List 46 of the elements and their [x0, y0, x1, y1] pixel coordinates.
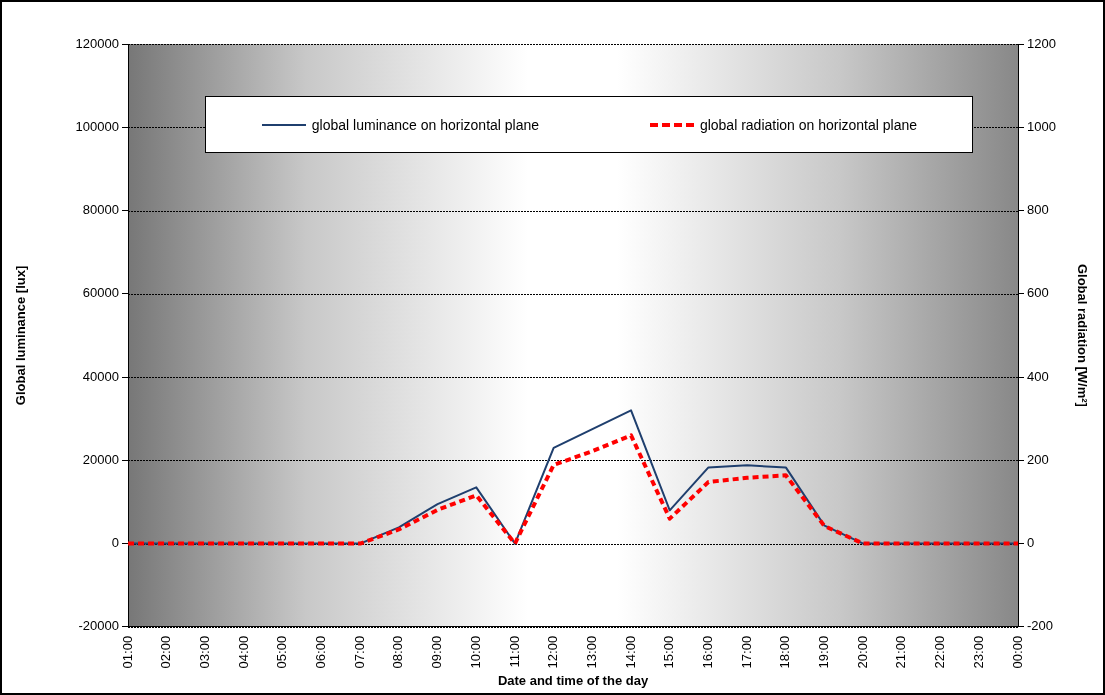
x-tick-label: 03:00: [196, 635, 212, 669]
y-axis-title: Global luminance [lux]: [13, 265, 29, 406]
y2-tick-label: 400: [1027, 368, 1049, 384]
x-tick-label: 19:00: [816, 635, 832, 669]
x-tick-label: 02:00: [158, 635, 174, 669]
line-series: [126, 433, 1020, 546]
x-tick-label: 21:00: [893, 635, 909, 669]
x-tick-label: 00:00: [1009, 635, 1025, 669]
y-tick-label: -20000: [78, 618, 119, 634]
x-tick-label: 22:00: [932, 635, 948, 669]
y2-tick-label: 800: [1027, 202, 1049, 218]
x-tick-label: 23:00: [970, 635, 986, 669]
y2-tick-label: 200: [1027, 451, 1049, 467]
y-tick-label: 100000: [75, 118, 119, 134]
x-tick-label: 13:00: [583, 635, 599, 669]
y2-tick-label: -200: [1027, 618, 1054, 634]
y2-axis-title: Global radiation [W/m²]: [1074, 263, 1090, 407]
y-tick-label: 40000: [82, 368, 119, 384]
x-tick-label: 12:00: [545, 635, 561, 669]
x-axis-title: Date and time of the day: [497, 672, 649, 688]
legend-label: global radiation on horizontal plane: [699, 116, 918, 133]
legend-label: global luminance on horizontal plane: [311, 116, 540, 133]
y2-tick-label: 1200: [1027, 35, 1056, 51]
x-tick-label: 11:00: [506, 635, 522, 668]
y2-tick-label: 600: [1027, 285, 1049, 301]
x-tick-label: 05:00: [274, 635, 290, 669]
x-tick-label: 10:00: [467, 635, 483, 669]
x-tick-label: 15:00: [661, 635, 677, 669]
y-tick-label: 60000: [82, 285, 119, 301]
x-tick-label: 01:00: [119, 635, 135, 669]
x-tick-label: 17:00: [738, 635, 754, 669]
y-tick-label: 0: [111, 535, 119, 551]
y-tick-label: 20000: [82, 451, 119, 467]
x-tick-label: 18:00: [777, 635, 793, 669]
y2-tick-label: 1000: [1027, 118, 1056, 134]
x-tick-label: 14:00: [622, 635, 638, 669]
x-tick-label: 08:00: [390, 635, 406, 669]
y2-tick-label: 0: [1027, 535, 1035, 551]
x-tick-label: 09:00: [429, 635, 445, 669]
x-tick-label: 07:00: [351, 635, 367, 669]
y-tick-label: 120000: [75, 35, 119, 51]
x-tick-label: 20:00: [854, 635, 870, 669]
y-tick-label: 80000: [82, 202, 119, 218]
x-tick-label: 06:00: [313, 635, 329, 669]
x-tick-label: 04:00: [235, 635, 251, 669]
x-tick-label: 16:00: [700, 635, 716, 669]
